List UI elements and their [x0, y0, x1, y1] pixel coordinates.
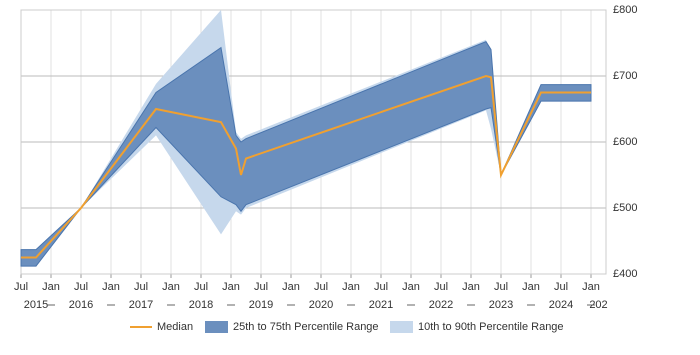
legend-label: 10th to 90th Percentile Range [418, 321, 564, 333]
x-tick-label: Jan [162, 281, 180, 293]
x-tick-label: Jan [582, 281, 600, 293]
x-tick-label: Jul [554, 281, 568, 293]
legend-label: Median [157, 321, 193, 333]
year-label: 2020 [309, 299, 333, 311]
x-tick-label: Jul [74, 281, 88, 293]
x-tick-label: Jul [494, 281, 508, 293]
year-label: 2019 [249, 299, 273, 311]
x-tick-label: Jan [222, 281, 240, 293]
median-line [21, 74, 591, 259]
x-tick-label: Jan [342, 281, 360, 293]
year-label: 2016 [69, 299, 93, 311]
x-tick-label: Jan [282, 281, 300, 293]
y-tick-label: £700 [613, 70, 637, 82]
x-tick-label: Jan [42, 281, 60, 293]
plot-frame [20, 9, 607, 275]
y-tick-label: £400 [613, 268, 637, 280]
legend-swatch [205, 321, 228, 333]
x-tick-label: Jan [102, 281, 120, 293]
year-label: 2018 [189, 299, 213, 311]
year-label: 2024 [549, 299, 573, 311]
x-tick-label: Jul [374, 281, 388, 293]
x-tick-label: Jul [254, 281, 268, 293]
x-tick-label: Jul [434, 281, 448, 293]
year-label: 2017 [129, 299, 153, 311]
year-label: 2015 [24, 299, 48, 311]
y-tick-label: £500 [613, 202, 637, 214]
x-tick-label: Jan [462, 281, 480, 293]
y-tick-label: £800 [613, 4, 637, 16]
legend-label: 25th to 75th Percentile Range [233, 321, 379, 333]
year-label: 2022 [429, 299, 453, 311]
x-tick-label: Jul [194, 281, 208, 293]
legend-swatch [390, 321, 413, 333]
x-tick-label: Jan [522, 281, 540, 293]
x-tick-label: Jul [314, 281, 328, 293]
x-tick-label: Jul [134, 281, 148, 293]
year-label: 202 [589, 299, 607, 311]
x-tick-label: Jan [402, 281, 420, 293]
range-band [20, 41, 592, 267]
y-tick-label: £600 [613, 136, 637, 148]
year-label: 2021 [369, 299, 393, 311]
x-tick-label: Jul [14, 281, 28, 293]
year-label: 2023 [489, 299, 513, 311]
